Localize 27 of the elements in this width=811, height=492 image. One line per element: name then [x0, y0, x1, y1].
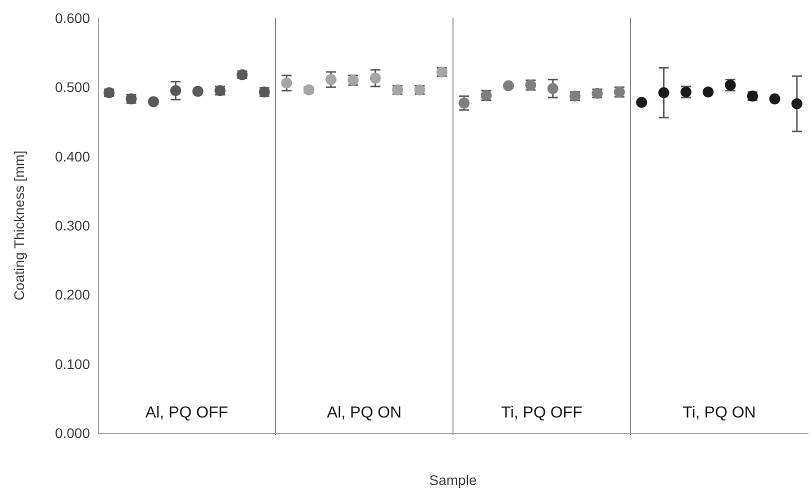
x-axis-title: Sample — [429, 472, 477, 488]
point — [769, 93, 780, 104]
y-tick-label: 0.400 — [54, 148, 90, 164]
annotation: Al, PQ ON — [326, 404, 402, 422]
annotation: Ti, PQ ON — [682, 404, 756, 422]
point — [148, 96, 159, 108]
y-tick-label: 0.200 — [54, 286, 90, 303]
point — [502, 80, 514, 92]
annotation: Ti, PQ OFF — [501, 404, 583, 422]
point — [547, 83, 558, 94]
y-axis-title: Coating Thickness [mm] — [11, 150, 27, 300]
point — [658, 87, 670, 98]
point — [192, 86, 204, 97]
annotation: Al, PQ OFF — [145, 404, 228, 422]
point — [281, 78, 292, 89]
y-tick-label: 0.100 — [54, 356, 90, 372]
y-tick-label: 0.600 — [54, 10, 90, 26]
y-tick-label: 0.500 — [54, 79, 90, 96]
y-tick-label: 0.300 — [54, 218, 90, 234]
point — [636, 96, 648, 108]
point — [791, 98, 802, 110]
point — [458, 98, 470, 109]
point — [370, 72, 381, 84]
y-tick-label: 0.000 — [54, 425, 90, 441]
point — [702, 86, 714, 98]
point — [325, 74, 336, 86]
point — [170, 85, 182, 96]
